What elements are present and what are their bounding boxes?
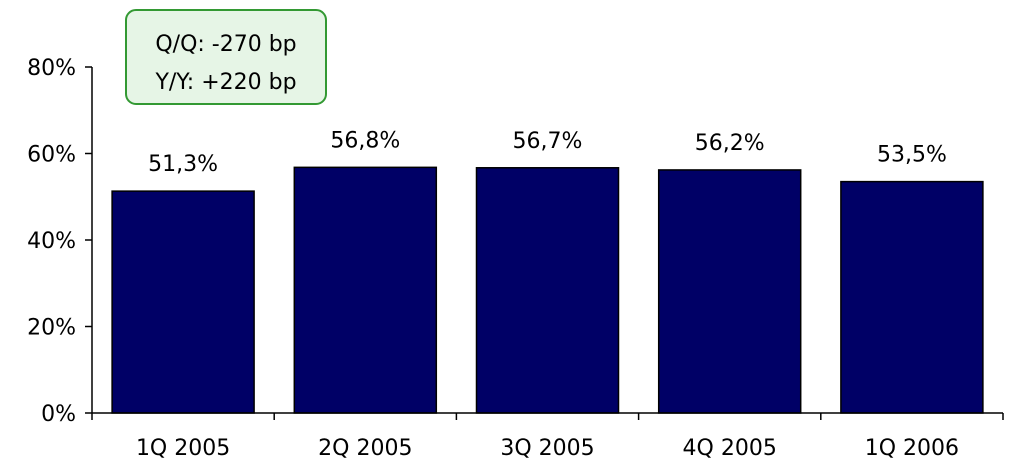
callout-line-qq: Q/Q: -270 bp: [155, 32, 296, 57]
x-category-label: 1Q 2005: [136, 436, 230, 461]
bar: [111, 190, 255, 414]
x-category-label: 2Q 2005: [318, 436, 412, 461]
bar: [293, 166, 438, 414]
callout-rect: [125, 9, 327, 105]
bar-data-label: 56,2%: [695, 131, 765, 156]
callout-line-yy: Y/Y: +220 bp: [154, 70, 296, 95]
bar-data-label: 51,3%: [148, 152, 218, 177]
y-tick-label: 0%: [41, 402, 76, 427]
y-axis-ticks: 0% 20% 40% 60% 80%: [27, 56, 92, 427]
bar-data-label: 56,7%: [513, 129, 583, 154]
y-tick-label: 40%: [27, 229, 76, 254]
y-tick-label: 20%: [27, 316, 76, 341]
y-tick-label: 80%: [27, 56, 76, 81]
x-axis-ticks: 1Q 2005 2Q 2005 3Q 2005 4Q 2005 1Q 2006: [91, 413, 1004, 461]
x-category-label: 4Q 2005: [683, 436, 777, 461]
callout-box: Q/Q: -270 bp Y/Y: +220 bp: [125, 9, 327, 105]
bar: [840, 180, 984, 414]
bar: [657, 169, 802, 414]
bar-data-label: 56,8%: [330, 128, 400, 153]
x-category-label: 1Q 2006: [865, 436, 959, 461]
x-category-label: 3Q 2005: [500, 436, 594, 461]
bar-data-label: 53,5%: [877, 143, 947, 168]
data-labels-group: 51,3% 56,8% 56,7% 56,2% 53,5%: [148, 128, 947, 177]
bar: [475, 167, 620, 414]
bars-group: [111, 166, 984, 414]
y-tick-label: 60%: [27, 143, 76, 168]
